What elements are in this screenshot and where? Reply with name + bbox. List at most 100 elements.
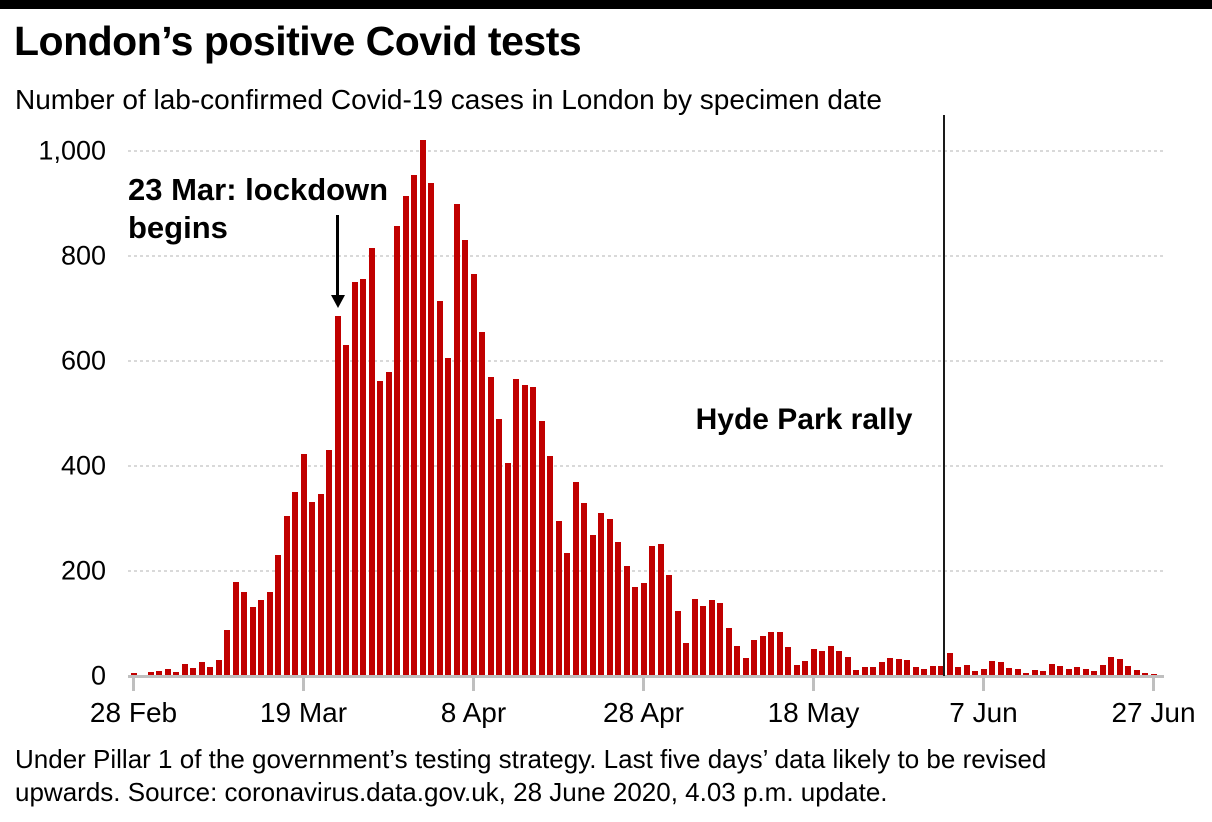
chart-title: London’s positive Covid tests bbox=[14, 18, 582, 64]
bar-25-May bbox=[870, 667, 876, 676]
gridline-1000 bbox=[128, 150, 1164, 152]
bar-12-Mar bbox=[241, 592, 247, 676]
bar-3-May bbox=[683, 643, 689, 676]
bar-29-Mar bbox=[385, 371, 392, 676]
bar-25-Apr bbox=[615, 542, 621, 676]
bar-19-Jun bbox=[1082, 669, 1089, 676]
bar-12-Jun bbox=[1023, 672, 1029, 676]
bar-11-May bbox=[751, 639, 757, 676]
bar-4-Jun bbox=[955, 667, 961, 676]
bar-23-Mar bbox=[334, 316, 341, 676]
bar-9-Jun bbox=[997, 661, 1004, 676]
bar-20-Apr bbox=[572, 481, 579, 676]
lockdown-annotation-text: 23 Mar: lockdown begins bbox=[128, 172, 389, 245]
bar-13-Apr bbox=[513, 379, 519, 676]
bar-14-Jun bbox=[1040, 670, 1046, 676]
bar-19-Mar bbox=[300, 453, 307, 676]
bar-15-Apr bbox=[530, 387, 536, 676]
bar-18-May bbox=[810, 648, 817, 676]
bar-28-Apr bbox=[640, 582, 647, 676]
bar-11-Jun bbox=[1014, 669, 1021, 676]
bar-4-Mar bbox=[173, 671, 179, 676]
bar-30-May bbox=[912, 667, 919, 676]
bar-4-May bbox=[691, 598, 698, 676]
bar-6-Apr bbox=[453, 203, 460, 676]
bar-6-Mar bbox=[190, 668, 196, 676]
x-tick-28-Apr bbox=[642, 678, 645, 691]
bar-31-May bbox=[921, 669, 927, 676]
bar-21-Jun bbox=[1099, 664, 1106, 676]
bar-29-Apr bbox=[649, 546, 655, 676]
bar-8-Jun bbox=[989, 660, 995, 676]
bar-26-Jun bbox=[1142, 673, 1148, 676]
bar-18-Jun bbox=[1074, 667, 1080, 676]
bar-14-Mar bbox=[258, 599, 264, 676]
x-tick-label-19-Mar: 19 Mar bbox=[259, 697, 348, 728]
bar-12-May bbox=[759, 636, 766, 676]
bar-25-Mar bbox=[351, 282, 358, 676]
bar-4-Apr bbox=[436, 300, 443, 676]
bar-10-Jun bbox=[1006, 668, 1012, 676]
bar-10-Mar bbox=[224, 629, 230, 676]
bar-17-Apr bbox=[547, 455, 553, 676]
bar-14-May bbox=[776, 632, 783, 676]
bar-1-Apr bbox=[411, 174, 417, 676]
bar-8-May bbox=[725, 628, 732, 676]
chart-subtitle: Number of lab-confirmed Covid-19 cases i… bbox=[15, 84, 882, 115]
bar-27-Mar bbox=[368, 248, 375, 676]
x-tick-18-May bbox=[812, 678, 815, 691]
bar-31-Mar bbox=[402, 195, 409, 676]
x-tick-label-7-Jun: 7 Jun bbox=[949, 697, 1018, 728]
bar-8-Apr bbox=[470, 274, 477, 676]
x-tick-7-Jun bbox=[982, 678, 985, 691]
bar-26-Apr bbox=[623, 565, 630, 676]
bar-19-Apr bbox=[564, 552, 570, 676]
bar-21-Apr bbox=[581, 502, 587, 676]
bar-30-Mar bbox=[394, 225, 400, 676]
x-tick-27-Jun bbox=[1152, 678, 1155, 691]
bar-22-May bbox=[844, 656, 851, 676]
bar-15-Jun bbox=[1048, 663, 1055, 676]
bar-5-Jun bbox=[963, 664, 970, 676]
hyde-park-vertical-line bbox=[942, 115, 945, 676]
bar-30-Apr bbox=[657, 543, 664, 676]
footnote-line-1: Under Pillar 1 of the government’s testi… bbox=[15, 744, 1047, 774]
bar-9-May bbox=[734, 645, 740, 676]
y-tick-label-800: 800 bbox=[60, 240, 106, 271]
bar-2-Jun bbox=[938, 666, 944, 676]
x-tick-label-18-May: 18 May bbox=[767, 697, 860, 728]
x-tick-19-Mar bbox=[302, 678, 305, 691]
bar-18-Mar bbox=[292, 492, 298, 676]
gridline-800 bbox=[128, 255, 1164, 257]
y-tick-label-0: 0 bbox=[90, 660, 106, 691]
bar-26-Mar bbox=[360, 278, 366, 676]
bar-24-Apr bbox=[606, 518, 613, 676]
bar-11-Mar bbox=[232, 581, 239, 676]
bar-5-Apr bbox=[445, 358, 451, 676]
bar-13-Mar bbox=[249, 606, 256, 676]
bar-23-Apr bbox=[598, 513, 604, 676]
bar-22-Jun bbox=[1108, 657, 1114, 676]
bar-29-May bbox=[904, 660, 910, 676]
bar-13-Jun bbox=[1031, 670, 1038, 676]
bar-16-Apr bbox=[538, 421, 545, 676]
gridline-400 bbox=[128, 465, 1164, 467]
bar-20-May bbox=[827, 645, 834, 676]
bar-17-Mar bbox=[283, 515, 290, 676]
bar-27-Jun bbox=[1150, 673, 1157, 676]
bar-13-May bbox=[768, 631, 774, 676]
x-tick-label-28-Apr: 28 Apr bbox=[603, 697, 684, 728]
footnote-line-2: upwards. Source: coronavirus.data.gov.uk… bbox=[15, 777, 888, 807]
bar-9-Apr bbox=[479, 332, 485, 676]
source-footnote: Under Pillar 1 of the government’s testi… bbox=[15, 743, 1046, 809]
bar-24-Jun bbox=[1125, 665, 1131, 676]
bar-8-Mar bbox=[207, 666, 213, 676]
x-tick-label-28-Feb: 28 Feb bbox=[89, 697, 178, 728]
bar-15-May bbox=[785, 646, 791, 676]
lockdown-arrow-shaft bbox=[336, 215, 339, 297]
hyde-park-annotation-text: Hyde Park rally bbox=[695, 403, 913, 436]
bar-6-May bbox=[708, 600, 715, 676]
bar-2-Mar bbox=[156, 670, 162, 676]
bar-16-Jun bbox=[1057, 666, 1063, 676]
bar-23-Jun bbox=[1116, 659, 1123, 676]
